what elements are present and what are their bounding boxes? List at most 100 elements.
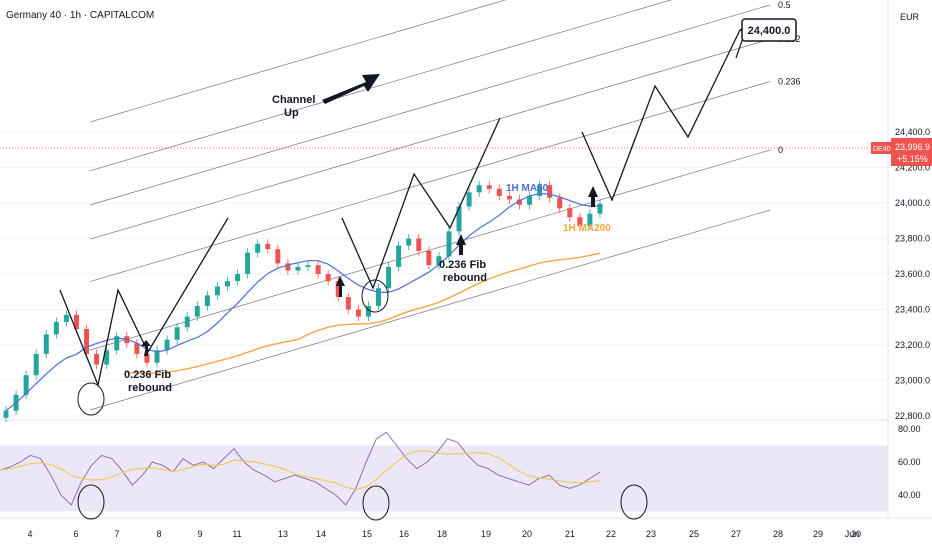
time-tick-label: 18 bbox=[437, 529, 447, 539]
candle bbox=[446, 231, 452, 257]
price-tick-label: 23,800.0 bbox=[895, 234, 930, 244]
channel-line bbox=[89, 4, 771, 206]
symbol-tag bbox=[871, 142, 891, 154]
symbol-tag-text: DE40 bbox=[873, 146, 891, 153]
candle bbox=[154, 350, 160, 363]
time-tick-label: 4 bbox=[27, 529, 32, 539]
price-tick-label: 23,600.0 bbox=[895, 269, 930, 279]
candle bbox=[537, 185, 543, 196]
rsi-low-circle bbox=[77, 484, 105, 520]
candle bbox=[43, 334, 49, 354]
candle bbox=[365, 305, 371, 317]
candle bbox=[194, 305, 200, 317]
channel-line bbox=[89, 0, 507, 123]
time-tick-label: 9 bbox=[197, 529, 202, 539]
candle bbox=[436, 256, 442, 266]
candle bbox=[295, 266, 301, 271]
price-tag-change: +5.15% bbox=[897, 154, 928, 164]
rsi-low-circle bbox=[620, 484, 648, 520]
price-tick-label: 23,400.0 bbox=[895, 305, 930, 315]
up-arrow-icon bbox=[456, 234, 466, 255]
price-tag bbox=[891, 138, 932, 166]
candle bbox=[597, 203, 603, 214]
fib-level-label: 0.236 bbox=[778, 77, 801, 87]
candle bbox=[33, 353, 39, 376]
channel-line bbox=[89, 149, 771, 351]
candle bbox=[426, 250, 432, 266]
price-tick-label: 23,200.0 bbox=[895, 340, 930, 350]
candle bbox=[3, 410, 9, 418]
up-arrow-icon bbox=[588, 186, 598, 207]
candle bbox=[516, 199, 522, 205]
channel-line bbox=[89, 209, 771, 411]
candle bbox=[386, 266, 392, 289]
candle bbox=[355, 309, 361, 317]
candle bbox=[476, 185, 482, 193]
fib-level-label: 0.5 bbox=[778, 0, 791, 10]
candle bbox=[255, 243, 261, 253]
channel-label-line2: Up bbox=[284, 107, 299, 119]
candle bbox=[456, 206, 462, 232]
candle bbox=[325, 274, 331, 282]
rsi-tick-label: 80.00 bbox=[898, 424, 921, 434]
candle bbox=[134, 343, 140, 354]
target-box bbox=[741, 18, 797, 42]
time-tick-label: Jun bbox=[845, 529, 860, 539]
up-arrow-icon bbox=[141, 340, 151, 356]
ma200-label: 1H MA200 bbox=[563, 223, 611, 234]
chart-title: Germany 40 · 1h · CAPITALCOM bbox=[6, 10, 154, 21]
ma200-line bbox=[126, 252, 601, 375]
candle bbox=[104, 350, 110, 365]
candle bbox=[406, 238, 412, 246]
channel-label-line1: Channel bbox=[272, 94, 315, 106]
fib-label-left-line1: 0.236 Fib bbox=[124, 369, 171, 381]
candle bbox=[224, 281, 230, 287]
fib-rebound-annotation-right: 0.236 Fib rebound bbox=[439, 234, 487, 284]
time-tick-label: 27 bbox=[731, 529, 741, 539]
candle bbox=[587, 213, 593, 227]
candle bbox=[547, 185, 553, 198]
projection-zigzag bbox=[581, 29, 741, 202]
time-tick-label: 21 bbox=[565, 529, 575, 539]
candle bbox=[577, 217, 583, 227]
fib-label-right-line2: rebound bbox=[443, 272, 487, 284]
candle bbox=[527, 195, 533, 205]
time-tick-label: 28 bbox=[773, 529, 783, 539]
time-tick-label: 7 bbox=[114, 529, 119, 539]
low-circle bbox=[361, 279, 389, 313]
price-tick-label: 24,400.0 bbox=[895, 127, 930, 137]
price-tick-label: 24,200.0 bbox=[895, 163, 930, 173]
candle bbox=[557, 197, 563, 209]
time-tick-label: 14 bbox=[316, 529, 326, 539]
candle bbox=[114, 336, 120, 351]
candle bbox=[23, 375, 29, 395]
time-tick-label: 16 bbox=[399, 529, 409, 539]
time-tick-label: 25 bbox=[689, 529, 699, 539]
candle bbox=[84, 329, 90, 354]
time-tick-label: 15 bbox=[362, 529, 372, 539]
ma50-label: 1H MA50 bbox=[506, 183, 549, 194]
candle bbox=[164, 339, 170, 351]
time-tick-label: 19 bbox=[481, 529, 491, 539]
fib-label-right-line1: 0.236 Fib bbox=[439, 259, 486, 271]
time-tick-label: 20 bbox=[522, 529, 532, 539]
price-tick-label: 23,000.0 bbox=[895, 376, 930, 386]
candle bbox=[214, 286, 220, 296]
candle bbox=[144, 353, 150, 363]
time-tick-label: 23 bbox=[646, 529, 656, 539]
channel-arrow-icon bbox=[322, 74, 380, 104]
candle bbox=[335, 281, 341, 298]
target-value: 24,400.0 bbox=[748, 25, 791, 37]
candle bbox=[63, 314, 69, 322]
candle bbox=[305, 265, 311, 267]
up-arrow-icon bbox=[336, 276, 345, 297]
candle bbox=[204, 295, 210, 306]
time-tick-label: 13 bbox=[278, 529, 288, 539]
candle bbox=[94, 353, 100, 365]
price-tag-value: 23,996.9 bbox=[895, 142, 930, 152]
target-callout: 24,400.0 bbox=[735, 18, 797, 59]
candle bbox=[275, 249, 281, 264]
projection-zigzag bbox=[341, 117, 501, 290]
candle bbox=[466, 192, 472, 207]
